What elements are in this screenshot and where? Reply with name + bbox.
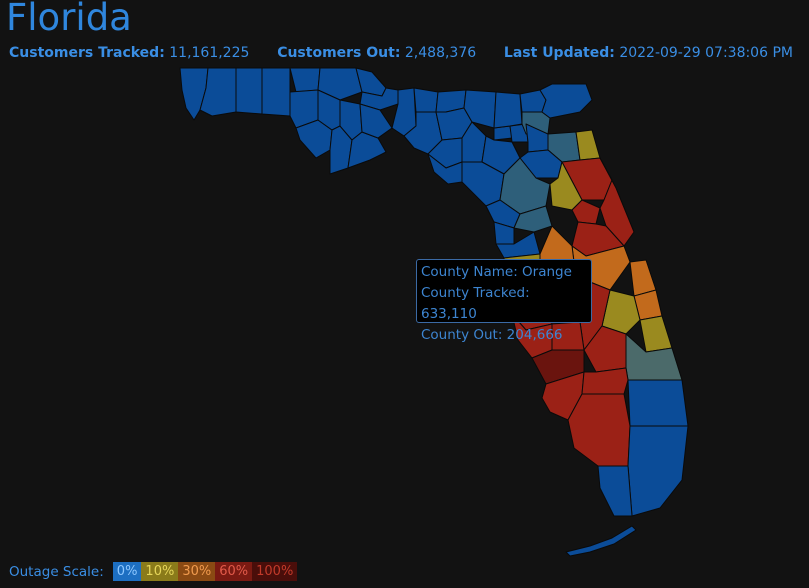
outage-scale-label: Outage Scale: [9, 563, 104, 580]
last-updated: Last Updated: 2022-09-29 07:38:06 PM [504, 45, 793, 61]
outage-scale: Outage Scale: 0% 10% 30% 60% 100% [9, 562, 298, 581]
county-collier[interactable] [567, 393, 631, 467]
outage-scale-step: 100% [252, 562, 298, 581]
outage-scale-step: 0% [112, 562, 142, 581]
county-baker[interactable] [493, 91, 523, 129]
county-broward[interactable] [627, 379, 689, 427]
county-sumter[interactable] [513, 205, 553, 233]
county-tooltip: County Name: Orange County Tracked: 633,… [416, 259, 592, 343]
customers-out: Customers Out: 2,488,376 [277, 45, 476, 61]
outage-scale-step: 10% [141, 562, 179, 581]
customers-tracked: Customers Tracked: 11,161,225 [9, 45, 249, 61]
county-monroe-keys[interactable] [565, 525, 637, 557]
county-charlotte[interactable] [531, 349, 585, 385]
tooltip-county-out: County Out: 204,666 [421, 327, 563, 343]
county-pasco[interactable] [495, 231, 541, 259]
outage-scale-step: 30% [178, 562, 216, 581]
outage-scale-step: 60% [215, 562, 253, 581]
county-columbia[interactable] [463, 89, 497, 129]
county-flagler[interactable] [575, 129, 601, 161]
county-martin[interactable] [639, 315, 673, 353]
stats-bar: Customers Tracked: 11,161,225 Customers … [9, 45, 793, 61]
county-jackson[interactable] [317, 67, 363, 101]
county-miami-dade[interactable] [627, 425, 689, 517]
customers-out-value: 2,488,376 [404, 45, 477, 61]
last-updated-value: 2022-09-29 07:38:06 PM [619, 45, 793, 61]
county-nassau-coast[interactable] [539, 83, 593, 119]
florida-county-map[interactable] [0, 62, 809, 562]
county-hendry[interactable] [581, 367, 629, 395]
county-seminole[interactable] [571, 199, 601, 225]
county-walton[interactable] [261, 67, 291, 117]
county-okaloosa[interactable] [235, 67, 263, 115]
customers-out-label: Customers Out: [277, 45, 401, 61]
customers-tracked-value: 11,161,225 [169, 45, 250, 61]
last-updated-label: Last Updated: [503, 45, 615, 61]
county-holmes[interactable] [289, 67, 321, 93]
tooltip-county-name: County Name: Orange [421, 264, 572, 280]
county-madison[interactable] [413, 87, 439, 113]
page-title: Florida [6, 0, 132, 39]
county-wakulla[interactable] [359, 103, 393, 139]
tooltip-county-tracked: County Tracked: 633,110 [421, 285, 530, 322]
customers-tracked-label: Customers Tracked: [9, 45, 165, 61]
outage-scale-swatches: 0% 10% 30% 60% 100% [112, 562, 298, 581]
county-monroe-mainland[interactable] [597, 465, 633, 517]
